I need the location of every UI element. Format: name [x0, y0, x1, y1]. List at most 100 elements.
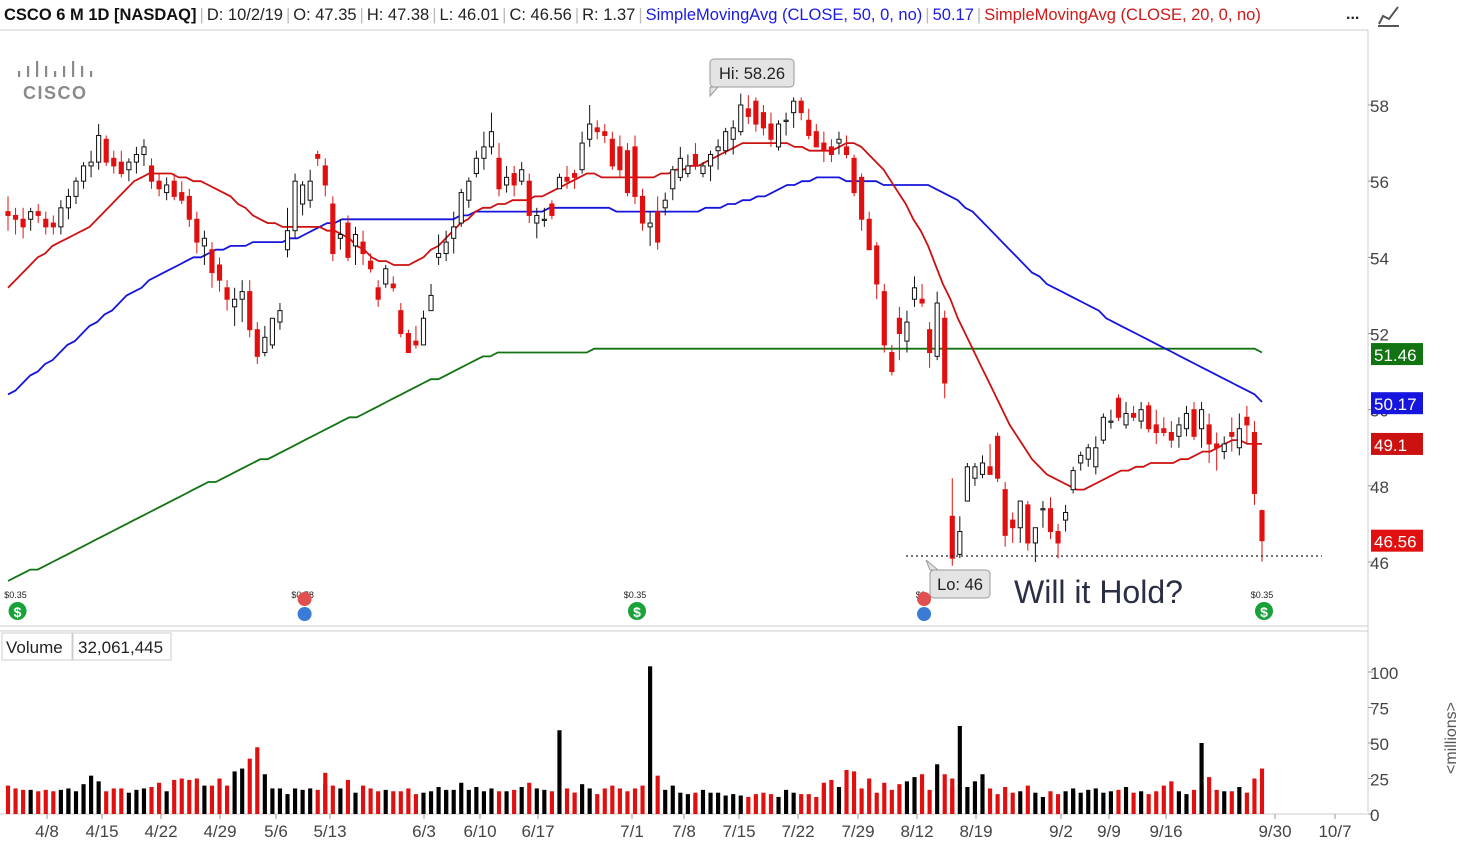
volume-bar — [496, 791, 502, 814]
candle-body — [1055, 531, 1061, 544]
candle — [269, 317, 275, 349]
volume-bar — [1131, 792, 1136, 814]
candle-body — [571, 173, 578, 178]
candle — [1100, 413, 1106, 444]
price-badge-label: 50.17 — [1374, 395, 1417, 414]
candle — [428, 283, 434, 312]
volume-bar — [172, 779, 177, 814]
candle-body — [934, 302, 940, 357]
dividend-earnings-markers[interactable]: $0.35 $ $0.78 $0.35 $ $0. $0.35 $ — [4, 590, 1273, 621]
volume-bar — [66, 788, 71, 814]
volume-bar — [972, 781, 978, 814]
dividend-dollar-icon — [628, 602, 646, 620]
candle — [866, 211, 872, 251]
candle — [715, 139, 721, 170]
earnings-marker[interactable]: $0. — [916, 590, 932, 621]
candle-body — [194, 218, 200, 243]
volume-bar — [119, 788, 124, 814]
volume-bar — [897, 784, 902, 814]
candle — [420, 310, 427, 346]
earnings-marker[interactable]: $0.78 — [291, 590, 314, 621]
candle-body — [1183, 412, 1190, 430]
hi-callout: Hi: 58.26 — [709, 58, 795, 98]
candle-body — [1070, 470, 1076, 491]
price-badge-label: 46.56 — [1374, 533, 1417, 552]
lo-callout-box — [929, 569, 991, 599]
candle-body — [1206, 424, 1212, 445]
volume-bar — [134, 789, 139, 814]
candle — [859, 173, 865, 231]
volume-bar — [882, 782, 887, 814]
candle-body — [337, 233, 343, 239]
candle-body — [806, 119, 812, 136]
price-tick-label: 52 — [1370, 326, 1389, 345]
dividend-marker[interactable]: $0.35 $ — [624, 590, 647, 620]
candle — [828, 139, 834, 163]
volume-bar — [51, 791, 56, 814]
candle — [216, 257, 223, 292]
time-tick-label: 7/22 — [781, 822, 814, 841]
volume-bar — [829, 779, 834, 814]
candle-body — [1251, 432, 1258, 494]
volume-bar — [1108, 791, 1113, 814]
volume-bar — [1139, 791, 1144, 814]
volume-bar — [610, 785, 615, 814]
candle — [141, 139, 147, 166]
candle-body — [254, 329, 260, 357]
candle-body — [949, 515, 955, 559]
candle — [5, 196, 11, 231]
date-label: D: 10/2/19 — [206, 6, 283, 24]
sma50-study-label[interactable]: SimpleMovingAvg (CLOSE, 50, 0, no) — [645, 6, 923, 24]
candle — [111, 150, 117, 174]
candle-body — [43, 218, 49, 228]
candle — [738, 93, 744, 136]
candle-body — [398, 310, 404, 334]
candle-body — [647, 222, 653, 228]
candle — [118, 150, 124, 178]
price-axis: 46485052545658 — [1368, 97, 1389, 573]
candle-body — [488, 131, 495, 148]
candle-body — [828, 146, 834, 156]
hi-callout-box — [709, 58, 795, 88]
volume-label-box — [1, 632, 73, 661]
candle — [632, 135, 638, 205]
candle-body — [821, 142, 827, 152]
volume-bar — [376, 791, 381, 814]
candle — [1115, 394, 1122, 422]
volume-bar — [1071, 788, 1076, 814]
volume-axis: 0 25 50 75 100 — [1368, 664, 1398, 825]
more-studies-button[interactable]: ... — [1346, 6, 1360, 23]
candle-body — [156, 180, 162, 190]
volume-bar — [1063, 791, 1068, 814]
candle — [1063, 504, 1069, 532]
candle-body — [1032, 527, 1038, 544]
volume-bar — [391, 791, 396, 814]
volume-bar — [942, 774, 947, 814]
candle — [692, 143, 699, 170]
candle — [791, 97, 797, 128]
volume-bar — [240, 768, 245, 814]
drawing-tool-icon[interactable] — [1374, 2, 1402, 28]
price-badge-box — [1371, 432, 1423, 455]
candle — [685, 154, 691, 178]
dividend-marker[interactable]: $0.35 $ — [1251, 590, 1274, 620]
candle-body — [111, 157, 117, 167]
dividend-marker[interactable]: $0.35 $ — [4, 590, 27, 620]
candle-body — [1025, 504, 1031, 544]
sma20-study-label[interactable]: SimpleMovingAvg (CLOSE, 20, 0, no) — [984, 6, 1261, 24]
time-tick-label: 7/15 — [722, 822, 755, 841]
candle-body — [745, 108, 751, 117]
volume-bar — [1207, 777, 1212, 814]
range-label: R: 1.37 — [582, 6, 636, 24]
candle — [594, 120, 600, 140]
volume-bar — [1184, 794, 1189, 814]
candle-body — [118, 161, 124, 175]
volume-bar — [1146, 794, 1151, 814]
symbol-label[interactable]: CSCO 6 M 1D [NASDAQ] — [4, 6, 197, 24]
price-badge-box — [1371, 343, 1423, 366]
candle — [587, 105, 593, 147]
candle-body — [368, 260, 374, 270]
candle — [798, 97, 804, 121]
candle-body — [511, 173, 517, 186]
